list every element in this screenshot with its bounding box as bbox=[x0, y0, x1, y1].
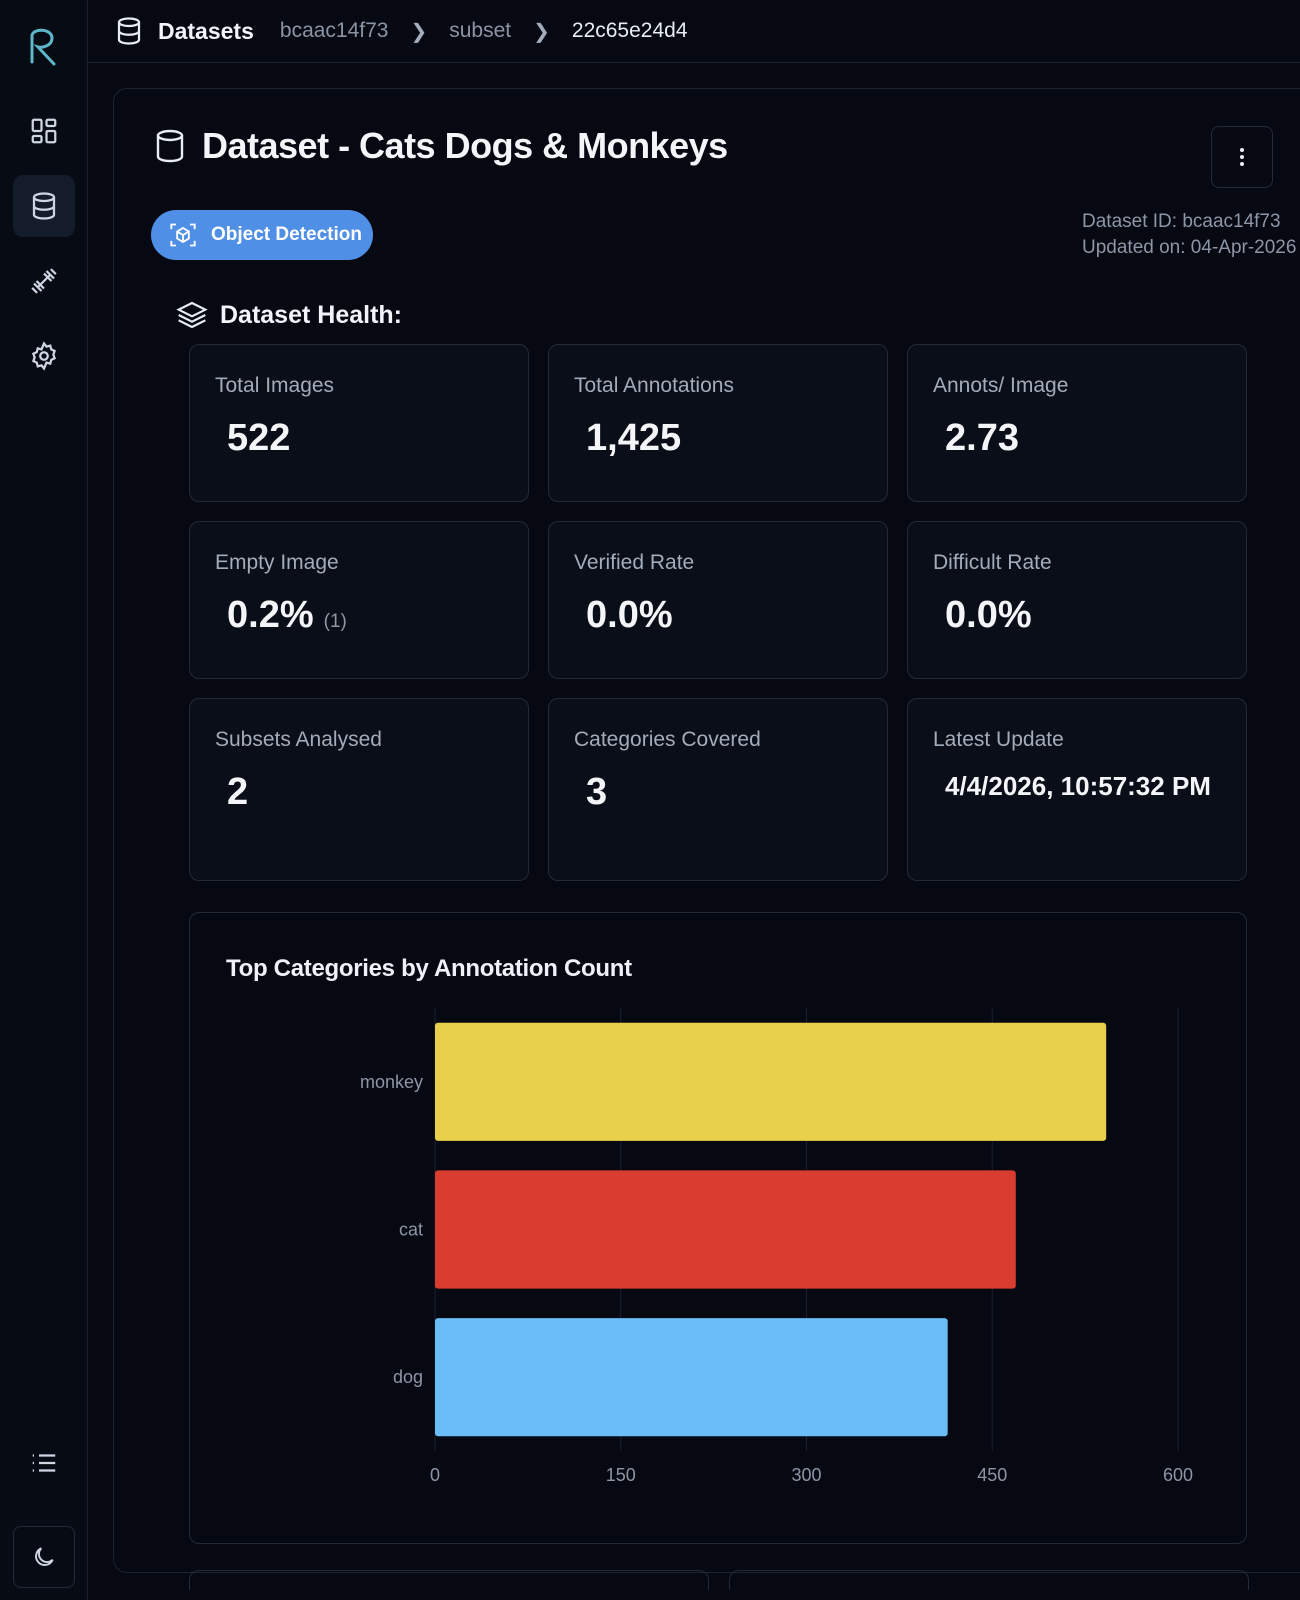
stat-value: 3 bbox=[586, 771, 608, 813]
stat-value: 4/4/2026, 10:57:32 PM bbox=[945, 771, 1211, 801]
top-categories-chart-card: Top Categories by Annotation Count 0 150 3… bbox=[189, 912, 1247, 1544]
task-type-badge: Object Detection bbox=[151, 210, 373, 260]
stat-label: Annots/ Image bbox=[933, 374, 1069, 397]
top-categories-bar-chart: 0 150 300 450 600 monkey cat dog bbox=[360, 1008, 1193, 1485]
stat-label: Latest Update bbox=[933, 728, 1064, 751]
stat-value: 2 bbox=[227, 771, 249, 813]
object-detection-icon bbox=[170, 223, 196, 247]
stat-card-total-images: Total Images 522 bbox=[189, 344, 529, 502]
gear-icon bbox=[31, 341, 57, 371]
stat-card-total-annotations: Total Annotations 1,425 bbox=[548, 344, 888, 502]
stat-label: Total Annotations bbox=[574, 374, 734, 397]
y-category-label: cat bbox=[399, 1220, 423, 1240]
stat-label: Verified Rate bbox=[574, 551, 695, 574]
stat-value: 0.2% bbox=[227, 594, 314, 636]
stat-label: Empty Image bbox=[215, 551, 339, 574]
more-options-button[interactable] bbox=[1211, 126, 1273, 188]
stat-card-annots-per-image: Annots/ Image 2.73 bbox=[907, 344, 1247, 502]
theme-toggle-button[interactable] bbox=[13, 1526, 75, 1588]
bar-dog bbox=[435, 1318, 948, 1437]
stat-card-latest-update: Latest Update 4/4/2026, 10:57:32 PM bbox=[907, 698, 1247, 881]
list-icon bbox=[32, 1454, 56, 1472]
breadcrumb-item[interactable]: bcaac14f73 bbox=[279, 19, 389, 42]
dataset-health-heading: Dataset Health: bbox=[176, 299, 402, 331]
stat-card-categories-covered: Categories Covered 3 bbox=[548, 698, 888, 881]
stat-card-subsets-analysed: Subsets Analysed 2 bbox=[189, 698, 529, 881]
nav-list[interactable] bbox=[13, 1432, 75, 1494]
stat-label: Categories Covered bbox=[574, 728, 761, 751]
database-icon bbox=[32, 192, 56, 220]
dataset-panel: Dataset - Cats Dogs & Monkeys Object Det… bbox=[113, 88, 1300, 1590]
stat-value: 0.0% bbox=[945, 594, 1032, 636]
stat-value: 0.0% bbox=[586, 594, 673, 636]
x-tick-label: 300 bbox=[791, 1465, 821, 1485]
stat-value: 2.73 bbox=[945, 417, 1019, 459]
next-card-partial bbox=[729, 1570, 1249, 1590]
breadcrumb-current: 22c65e24d4 bbox=[571, 19, 688, 42]
moon-icon bbox=[35, 1547, 54, 1566]
breadcrumb-datasets[interactable]: Datasets bbox=[158, 17, 254, 44]
dataset-meta: Dataset ID: bcaac14f73 Updated on: 04-Ap… bbox=[1082, 209, 1300, 261]
chevron-right-icon: ❯ bbox=[533, 20, 550, 43]
y-category-label: monkey bbox=[360, 1072, 423, 1092]
dataset-id: Dataset ID: bcaac14f73 bbox=[1082, 211, 1281, 232]
sidebar bbox=[0, 0, 88, 1600]
layers-icon bbox=[176, 301, 208, 329]
bar-monkey bbox=[435, 1022, 1107, 1141]
dumbbell-icon bbox=[31, 268, 57, 294]
stat-card-empty-image: Empty Image 0.2% (1) bbox=[189, 521, 529, 679]
kebab-menu-icon bbox=[1240, 148, 1244, 166]
top-bar: Datasets bcaac14f73 ❯ subset ❯ 22c65e24d… bbox=[88, 0, 1300, 63]
stat-value: 1,425 bbox=[586, 417, 682, 459]
breadcrumb-item[interactable]: subset bbox=[449, 19, 512, 42]
task-type-label: Object Detection bbox=[211, 224, 362, 245]
updated-on: Updated on: 04-Apr-2026 22:56 bbox=[1082, 237, 1300, 258]
nav-settings[interactable] bbox=[13, 325, 75, 387]
database-icon bbox=[156, 129, 184, 163]
nav-training[interactable] bbox=[13, 250, 75, 312]
x-tick-label: 450 bbox=[977, 1465, 1007, 1485]
dataset-health-title: Dataset Health: bbox=[220, 300, 402, 329]
database-icon bbox=[117, 17, 141, 45]
stat-value-wrap: 0.2% (1) bbox=[227, 594, 347, 637]
stat-card-difficult-rate: Difficult Rate 0.0% bbox=[907, 521, 1247, 679]
next-card-partial bbox=[189, 1570, 709, 1590]
x-tick-label: 600 bbox=[1163, 1465, 1193, 1485]
x-tick-label: 0 bbox=[430, 1465, 440, 1485]
page-title: Dataset - Cats Dogs & Monkeys bbox=[202, 125, 728, 166]
app-logo[interactable] bbox=[26, 26, 62, 66]
stat-card-verified-rate: Verified Rate 0.0% bbox=[548, 521, 888, 679]
nav-dashboard[interactable] bbox=[13, 100, 75, 162]
stat-value: 522 bbox=[227, 417, 291, 459]
x-tick-label: 150 bbox=[606, 1465, 636, 1485]
stat-sub-value: (1) bbox=[323, 611, 347, 632]
chart-title: Top Categories by Annotation Count bbox=[226, 955, 632, 982]
y-category-label: dog bbox=[393, 1367, 423, 1387]
stat-label: Difficult Rate bbox=[933, 551, 1052, 574]
dashboard-icon bbox=[31, 118, 57, 144]
nav-datasets[interactable] bbox=[13, 175, 75, 237]
bar-cat bbox=[435, 1170, 1016, 1289]
chevron-right-icon: ❯ bbox=[410, 20, 428, 43]
stat-label: Subsets Analysed bbox=[215, 728, 382, 751]
stat-label: Total Images bbox=[215, 374, 335, 397]
